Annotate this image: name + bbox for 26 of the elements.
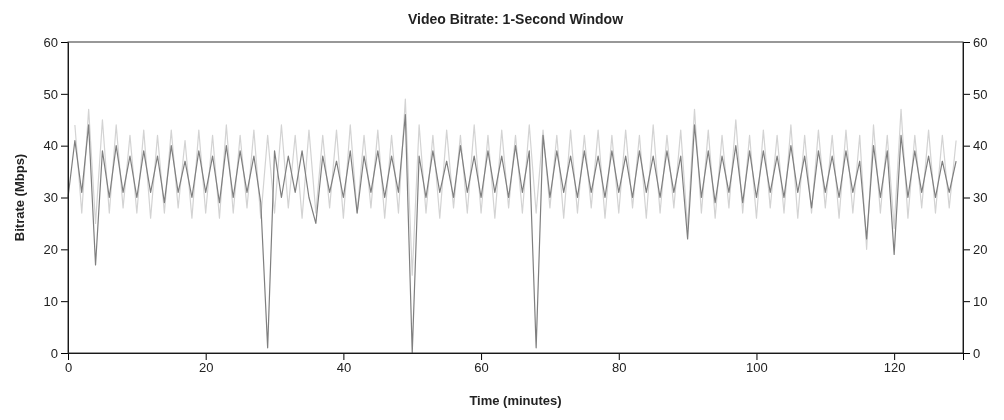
y-tick-label: 20 — [43, 241, 58, 257]
x-tick-label: 0 — [64, 360, 73, 376]
line-series — [74, 98, 957, 276]
y2-tick-label: 20 — [973, 241, 988, 257]
y-tick-label: 40 — [43, 138, 58, 154]
y-tick-label: 50 — [43, 86, 58, 102]
x-axis-title: Time (minutes) — [469, 393, 562, 408]
chart-title: Video Bitrate: 1-Second Window — [407, 11, 624, 27]
x-tick-label: 80 — [612, 360, 627, 376]
y-tick-label: 30 — [43, 190, 58, 206]
y2-tick-label: 10 — [973, 293, 988, 309]
y2-tick-label: 50 — [973, 86, 988, 102]
x-tick-label: 40 — [336, 360, 352, 376]
y-tick-label: 0 — [50, 345, 58, 361]
y2-tick-label: 0 — [973, 345, 981, 361]
x-tick-label: 60 — [474, 360, 489, 376]
y2-tick-label: 60 — [973, 34, 988, 50]
y-axis-title: Bitrate (Mbps) — [12, 153, 27, 242]
y-tick-label: 10 — [43, 293, 58, 309]
x-tick-label: 100 — [746, 360, 768, 376]
x-tick-label: 20 — [198, 360, 214, 376]
y2-tick-label: 30 — [973, 190, 988, 206]
y-tick-label: 60 — [43, 34, 58, 50]
y2-tick-label: 40 — [973, 138, 988, 154]
x-tick-label: 120 — [883, 360, 906, 376]
line-series — [67, 113, 957, 354]
